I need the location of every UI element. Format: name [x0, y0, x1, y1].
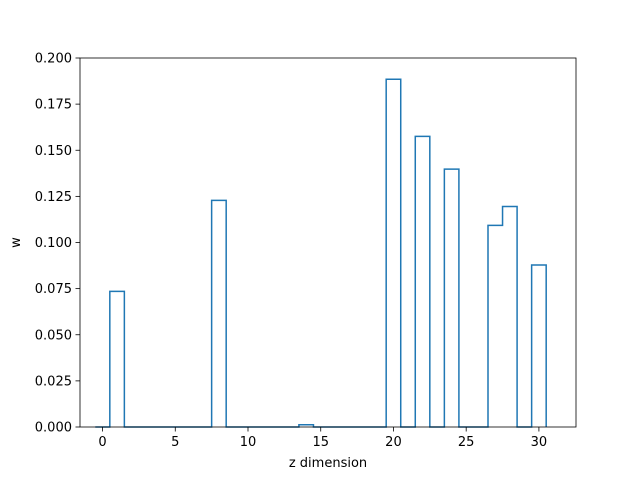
y-tick-label: 0.200: [35, 52, 72, 67]
x-tick-label: 5: [171, 435, 179, 450]
y-tick-label: 0.000: [35, 421, 72, 436]
x-axis: 0 5 10 15 20 25 30: [98, 427, 547, 450]
y-tick-label: 0.025: [35, 374, 72, 389]
x-tick-label: 30: [531, 435, 548, 450]
y-tick-label: 0.050: [35, 328, 72, 343]
y-tick-label: 0.075: [35, 282, 72, 297]
x-tick-label: 0: [98, 435, 106, 450]
x-tick-label: 10: [240, 435, 257, 450]
y-tick-label: 0.125: [35, 190, 72, 205]
x-axis-label: z dimension: [289, 456, 367, 471]
y-tick-label: 0.175: [35, 98, 72, 113]
x-tick-label: 15: [312, 435, 329, 450]
y-tick-label: 0.100: [35, 236, 72, 251]
x-tick-label: 25: [458, 435, 475, 450]
y-axis: 0.000 0.025 0.050 0.075 0.100 0.125 0.150 0.175…: [35, 52, 80, 436]
x-tick-label: 20: [385, 435, 402, 450]
y-tick-label: 0.150: [35, 144, 72, 159]
y-axis-label: w: [9, 237, 24, 248]
